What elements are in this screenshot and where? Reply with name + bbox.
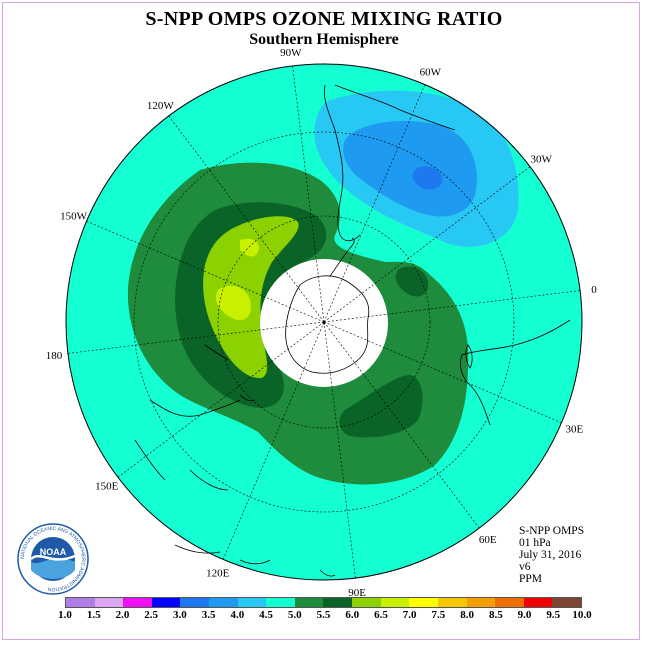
colorbar-tick-label: 2.5 — [144, 609, 159, 621]
meridian-line — [86, 220, 325, 323]
africa-coastline — [460, 319, 571, 426]
colorbar-segment — [352, 598, 381, 607]
instrument-label: S-NPP OMPS — [519, 525, 585, 537]
colorbar-segment — [266, 598, 295, 607]
colorbar-tick-label: 6.0 — [345, 609, 360, 621]
south-america-east-coast — [334, 84, 456, 131]
colorbar-tick-label: 1.0 — [58, 609, 72, 621]
colorbar-segment — [66, 598, 95, 607]
colorbar-tick-label: 1.5 — [86, 609, 101, 621]
longitude-label: 120E — [206, 567, 230, 579]
meridians — [67, 65, 581, 579]
meridian-line — [323, 321, 356, 579]
colorbar-tick-label: 4.0 — [230, 609, 245, 621]
colorbar-segment — [523, 598, 553, 607]
antarctica-coastline — [285, 275, 370, 374]
australia-coastline — [134, 399, 241, 491]
colorbar-tick-label: 4.5 — [259, 609, 273, 621]
colorbar-tick-label: 9.5 — [546, 609, 561, 621]
latitude-circle-30s — [133, 131, 515, 513]
ozone-field — [66, 64, 582, 580]
colorbar-tick-label: 6.5 — [374, 609, 388, 621]
colorbar-tick-label: 5.5 — [316, 609, 331, 621]
colorbar-tick-label: 8.5 — [488, 609, 503, 621]
antarctic-peninsula — [329, 237, 355, 277]
longitude-label: 120W — [147, 100, 175, 112]
ozone-region-3p5 — [343, 120, 477, 217]
longitude-labels: 0 30W 60W 90W 120W 150W 180 150E 120E 90E 60E 30E — [46, 47, 597, 599]
meridian-line — [323, 321, 562, 424]
longitude-label: 30E — [566, 423, 584, 435]
date-label: July 31, 2016 — [519, 549, 582, 561]
colorbar-tick-label: 3.0 — [173, 609, 187, 621]
map-boundary — [65, 63, 583, 581]
graticule — [133, 131, 515, 513]
colorbar-tick-label: 7.5 — [431, 609, 446, 621]
colorbar-tick-label: 2.0 — [115, 609, 130, 621]
meridian-line — [323, 84, 426, 323]
ozone-region-5p5-ne — [395, 266, 429, 297]
south-america-coastline — [323, 84, 361, 242]
product-info: S-NPP OMPS 01 hPa July 31, 2016 v6 PPM — [519, 525, 584, 585]
colorbar-segment — [552, 598, 581, 607]
meridian-line — [323, 321, 480, 529]
colorbar-tick-label: 8.0 — [460, 609, 474, 621]
colorbar-segment — [209, 598, 238, 607]
colorbar-tick-label: 3.5 — [201, 609, 216, 621]
longitude-label: 60E — [479, 534, 497, 546]
meridian-line — [323, 290, 581, 323]
meridian-line — [222, 321, 325, 560]
latitude-circle-60s — [217, 215, 431, 429]
colorbar-segment — [323, 598, 353, 607]
colorbar-segment — [237, 598, 267, 607]
colorbar-segment — [180, 598, 210, 607]
colorbar-segment — [409, 598, 438, 607]
colorbar-tick-label: 9.0 — [517, 609, 532, 621]
colorbar-segment — [151, 598, 181, 607]
noaa-logo: NATIONAL OCEANIC AND ATMOSPHERIC ADMINIS… — [17, 523, 89, 595]
coastlines — [134, 84, 571, 577]
new-zealand — [204, 344, 256, 402]
longitude-label: 150E — [95, 481, 119, 493]
colorbar-ticks: 1.0 1.5 2.0 2.5 3.0 3.5 4.0 4.5 5.0 5.5 6.0 6.5 7.0 7… — [52, 609, 597, 623]
colorbar-tick-label: 7.0 — [402, 609, 417, 621]
longitude-label: 180 — [46, 350, 63, 362]
madagascar — [465, 344, 473, 369]
longitude-label: 0 — [591, 284, 597, 296]
longitude-label: 90E — [348, 587, 366, 599]
ozone-region-3p0 — [412, 166, 443, 190]
noaa-logo-text: NOAA — [40, 547, 67, 557]
colorbar — [65, 597, 582, 608]
pressure-level: 01 hPa — [519, 537, 551, 549]
image-frame — [2, 2, 640, 640]
colorbar-segment — [495, 598, 524, 607]
colorbar-tick-label: 5.0 — [287, 609, 302, 621]
version-label: v6 — [519, 561, 531, 573]
colorbar-tick-label: 10.0 — [572, 609, 592, 621]
meridian-line — [323, 166, 531, 323]
map-title: S-NPP OMPS OZONE MIXING RATIO — [145, 8, 503, 30]
colorbar-segment — [466, 598, 496, 607]
longitude-label: 90W — [280, 47, 302, 59]
colorbar-segment — [294, 598, 324, 607]
colorbar-segment — [437, 598, 467, 607]
longitude-label: 150W — [60, 211, 88, 223]
map-subtitle: Southern Hemisphere — [249, 31, 399, 48]
units-label: PPM — [519, 573, 543, 585]
colorbar-segment — [123, 598, 152, 607]
indonesia-islands — [174, 544, 336, 577]
pole-marker — [322, 321, 326, 325]
colorbar-segment — [94, 598, 124, 607]
longitude-label: 60W — [420, 67, 442, 79]
ozone-region-6p5 — [215, 238, 259, 321]
colorbar-segment — [380, 598, 410, 607]
longitude-label: 30W — [531, 153, 553, 165]
meridian-line — [292, 65, 325, 323]
meridian-line — [117, 321, 325, 478]
meridian-line — [67, 321, 325, 354]
meridian-line — [168, 115, 325, 323]
